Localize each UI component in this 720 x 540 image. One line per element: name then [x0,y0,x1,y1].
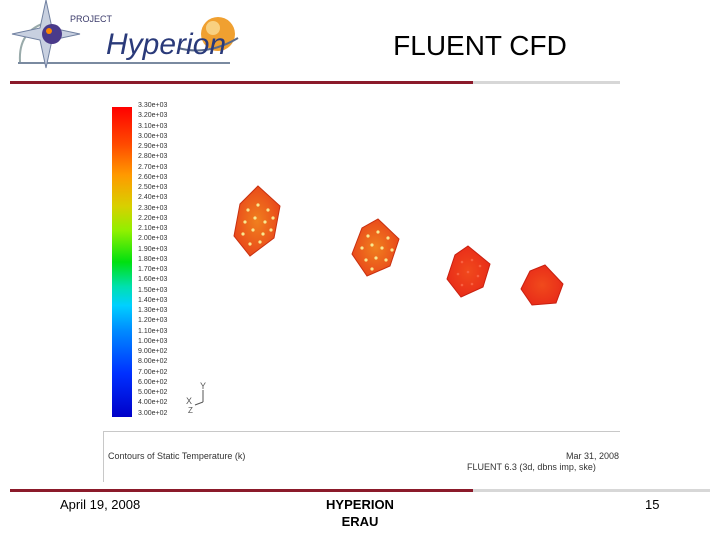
colorbar-label: 1.50e+03 [138,286,168,294]
colorbar-label: 2.40e+03 [138,194,168,202]
hexagon-element-2 [351,218,400,277]
footer-date: April 19, 2008 [60,497,141,512]
colorbar-label: 2.80e+03 [138,153,168,161]
colorbar-label: 2.60e+03 [138,173,168,181]
hexagon-element-3 [446,245,491,298]
colorbar-label: 5.00e+02 [138,389,168,396]
colorbar-label: 2.70e+03 [138,163,168,171]
colorbar-label: 1.10e+03 [138,327,168,335]
colorbar-label: 3.00e+03 [138,132,168,140]
colorbar-label: 1.60e+03 [138,276,168,284]
page-number: 15 [645,497,660,512]
footer-organization: HYPERION ERAU [300,496,420,530]
colorbar-label: 2.50e+03 [138,184,168,191]
colorbar-label: 1.00e+03 [138,337,168,345]
colorbar-label: 1.20e+03 [138,317,168,325]
colorbar-label: 6.00e+02 [138,378,168,386]
logo-name: Hyperion [106,28,226,61]
hexagon-element-1 [233,185,281,257]
colorbar-label: 2.90e+03 [138,143,168,150]
axis-triad [194,390,204,406]
footer-org-line1: HYPERION [326,497,394,512]
plot-solver-info: FLUENT 6.3 (3d, dbns imp, ske) [467,462,596,472]
plot-caption: Contours of Static Temperature (k) [108,451,246,461]
slide-title: FLUENT CFD [393,30,567,61]
colorbar-label: 9.00e+02 [138,348,168,355]
footer-org-line2: ERAU [341,514,379,529]
colorbar-label: 1.30e+03 [138,307,168,314]
colorbar-label: 3.20e+03 [138,112,168,120]
colorbar-label: 3.00e+02 [138,409,168,417]
title-divider [10,81,620,84]
temperature-colorbar [112,107,132,417]
colorbar-label: 2.20e+03 [138,214,168,222]
axis-y-label: Y [200,381,206,391]
colorbar-label: 2.00e+03 [138,235,168,243]
hexagon-element-4 [520,264,564,306]
footer-divider [10,489,710,492]
colorbar-label: 4.00e+02 [138,399,168,407]
hyperion-logo: PROJECT Hyperion [11,0,239,69]
axis-z-label: Z [188,406,193,415]
colorbar-label: 7.00e+02 [138,368,168,376]
colorbar-label: 3.10e+03 [138,122,168,130]
colorbar-label: 1.40e+03 [138,296,168,304]
colorbar-label: 2.30e+03 [138,204,168,212]
plot-date: Mar 31, 2008 [566,451,620,461]
colorbar-label: 2.10e+03 [138,225,168,232]
axis-x-label: X [186,396,192,406]
colorbar-label: 1.90e+03 [138,245,168,253]
colorbar-label: 1.70e+03 [138,266,168,273]
colorbar-label: 1.80e+03 [138,255,168,263]
colorbar-label: 8.00e+02 [138,358,168,366]
plot-caption-frame [103,431,620,482]
logo-small-text: PROJECT [70,14,113,24]
colorbar-label: 3.30e+03 [138,102,168,109]
